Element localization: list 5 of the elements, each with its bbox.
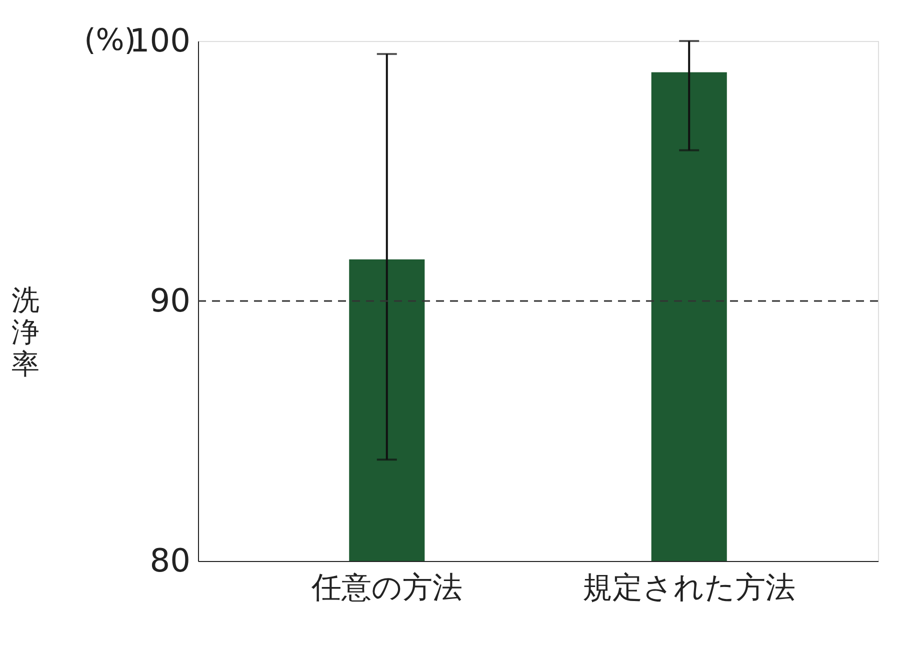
y-tick-label: 90 (150, 282, 190, 320)
x-tick-label: 規定された方法 (582, 570, 796, 606)
x-tick-label: 任意の方法 (310, 570, 462, 606)
y-tick-label: 80 (150, 542, 190, 580)
y-axis-title: 洗浄率 (11, 284, 40, 380)
